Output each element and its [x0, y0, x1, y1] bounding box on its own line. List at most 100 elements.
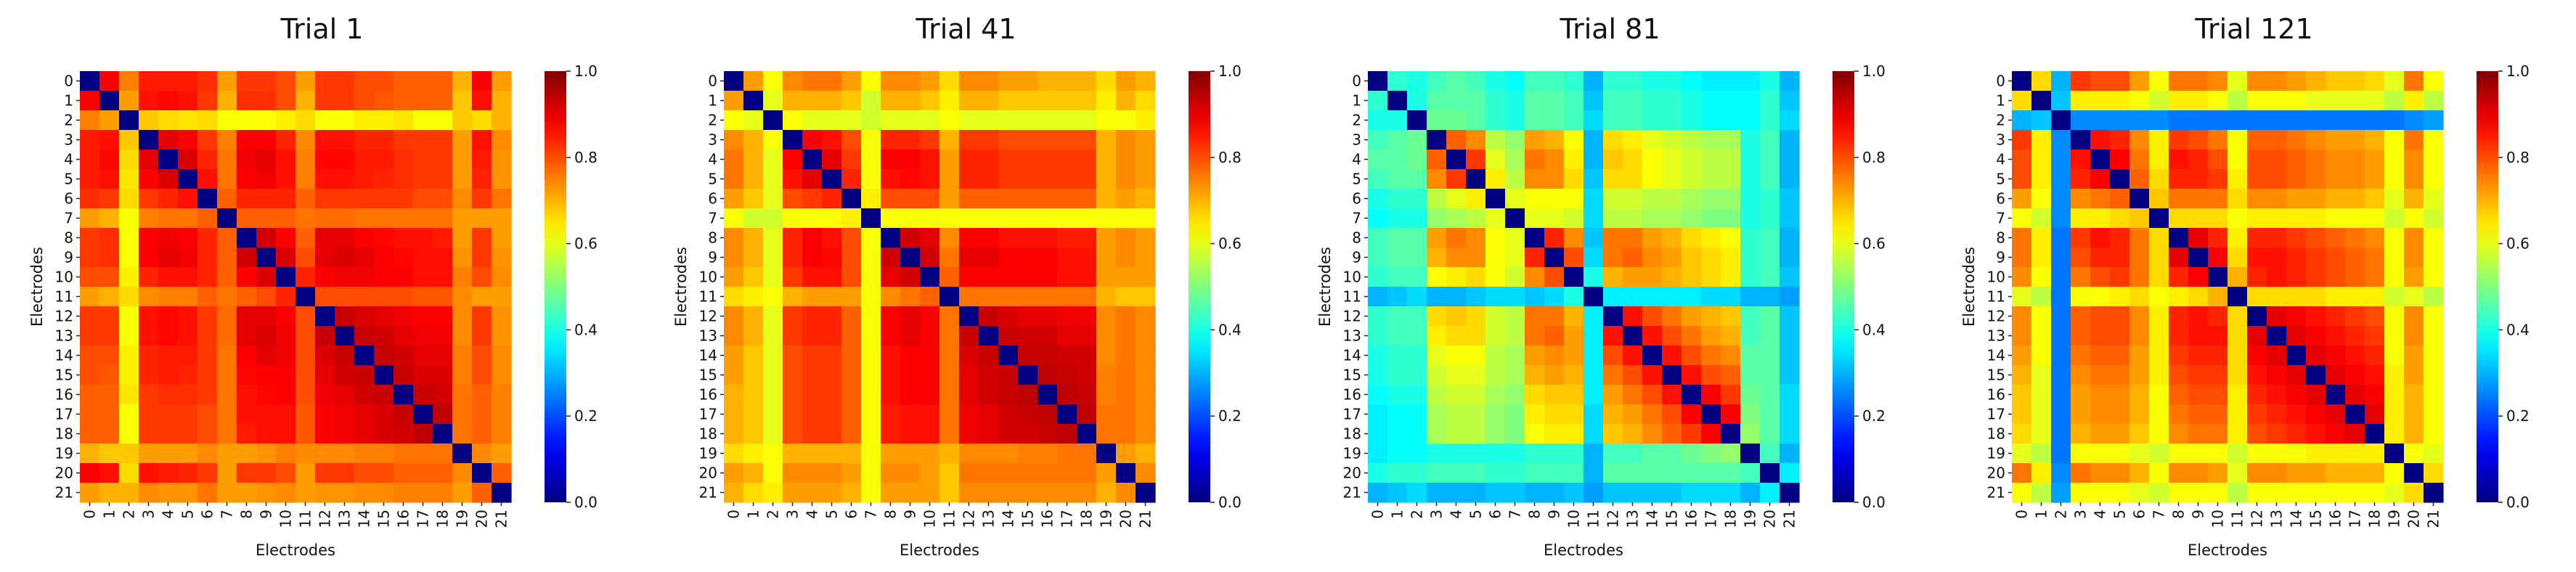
heatmap-cell	[1446, 385, 1467, 405]
heatmap-cell	[1760, 150, 1780, 170]
heatmap-cell	[2326, 287, 2346, 307]
heatmap-cell	[1721, 483, 1741, 503]
heatmap-cell	[2051, 130, 2071, 150]
heatmap-cell	[2169, 248, 2189, 268]
heatmap-cell	[861, 130, 881, 150]
heatmap-cell	[1721, 444, 1741, 464]
heatmap-cell	[1485, 169, 1506, 189]
heatmap-cell	[822, 130, 842, 150]
heatmap-cell	[900, 208, 921, 229]
heatmap-cell	[1466, 91, 1486, 111]
heatmap-cell	[1642, 228, 1663, 248]
heatmap-cell	[1525, 150, 1545, 170]
heatmap-cell	[900, 267, 921, 287]
heatmap-cell	[1623, 169, 1643, 189]
heatmap-cell	[1505, 287, 1525, 307]
heatmap-cell	[2267, 91, 2287, 111]
x-tick-label: 10	[2209, 510, 2227, 528]
heatmap-cell	[1642, 208, 1663, 229]
heatmap-cell	[2208, 91, 2228, 111]
heatmap-cell	[1136, 385, 1156, 405]
heatmap-cell	[237, 228, 257, 248]
x-tick-label: 10	[921, 510, 939, 528]
heatmap-cell	[295, 424, 316, 444]
heatmap-cell	[1096, 110, 1117, 131]
heatmap-cell	[178, 248, 198, 268]
heatmap-cell	[1701, 228, 1721, 248]
heatmap-cell	[2345, 444, 2365, 464]
heatmap-cell	[2384, 444, 2405, 464]
heatmap-cell	[822, 228, 842, 248]
heatmap-cell	[1740, 110, 1761, 131]
heatmap-cell	[452, 326, 473, 346]
heatmap-cell	[1760, 385, 1780, 405]
heatmap-cell	[841, 463, 862, 483]
heatmap-cell	[452, 228, 473, 248]
heatmap-cell	[1077, 130, 1097, 150]
heatmap-cell	[1446, 326, 1467, 346]
y-tick-label: 4	[708, 151, 717, 168]
heatmap-cell	[2129, 110, 2150, 131]
heatmap-cell	[1057, 189, 1077, 209]
heatmap-cell	[2365, 287, 2385, 307]
heatmap-cell	[99, 248, 120, 268]
heatmap-cell	[743, 287, 764, 307]
heatmap-cell	[1662, 346, 1682, 366]
colorbar-tick-label: 0.2	[2506, 407, 2530, 425]
heatmap-cell	[2384, 385, 2405, 405]
heatmap-cell	[139, 71, 159, 91]
heatmap-cell	[2090, 228, 2111, 248]
heatmap-cell	[2365, 444, 2385, 464]
heatmap-cell	[1427, 444, 1447, 464]
heatmap-cell	[1387, 404, 1408, 425]
heatmap-cell	[354, 385, 375, 405]
heatmap-cell	[1505, 463, 1525, 483]
heatmap-cell	[2149, 463, 2169, 483]
heatmap-cell	[1387, 71, 1408, 91]
heatmap-cell	[1116, 463, 1136, 483]
heatmap-cell	[1407, 326, 1427, 346]
heatmap-cell	[2110, 110, 2130, 131]
heatmap-cell	[1544, 346, 1565, 366]
heatmap-cell	[1701, 424, 1721, 444]
heatmap-cell	[99, 424, 120, 444]
heatmap-cell	[1780, 71, 1800, 91]
heatmap-cell	[841, 208, 862, 229]
heatmap-cell	[256, 189, 277, 209]
heatmap-cell	[920, 483, 940, 503]
y-tick-label: 1	[1352, 92, 1361, 110]
heatmap-cell	[1485, 385, 1506, 405]
colorbar-tick-label: 1.0	[1218, 62, 1242, 80]
heatmap-cell	[394, 189, 414, 209]
heatmap-cell	[2424, 228, 2444, 248]
heatmap-cell	[1368, 306, 1388, 327]
heatmap-cell	[197, 444, 218, 464]
heatmap-cell	[959, 346, 979, 366]
heatmap-cell	[724, 228, 744, 248]
heatmap-cell	[724, 463, 744, 483]
heatmap-cell	[998, 463, 1019, 483]
x-tick-label: 19	[1742, 510, 1759, 528]
x-tick-label: 11	[2229, 510, 2246, 528]
y-tick-label: 15	[1987, 367, 2005, 384]
heatmap-cell	[1057, 287, 1077, 307]
heatmap-cell	[1407, 404, 1427, 425]
heatmap-cell	[1544, 444, 1565, 464]
heatmap-cell	[1701, 189, 1721, 209]
heatmap-cell	[743, 267, 764, 287]
heatmap-cell	[1485, 326, 1506, 346]
heatmap-cell	[2365, 71, 2385, 91]
heatmap-cell	[2012, 346, 2032, 366]
heatmap-cell	[2090, 444, 2111, 464]
heatmap-cell	[178, 287, 198, 307]
heatmap-cell	[452, 169, 473, 189]
heatmap-cell	[1740, 208, 1761, 229]
heatmap-cell	[139, 463, 159, 483]
heatmap-cell	[354, 365, 375, 385]
heatmap-cell	[2365, 169, 2385, 189]
heatmap-cell	[1780, 483, 1800, 503]
heatmap-cell	[1387, 444, 1408, 464]
heatmap-cell	[783, 463, 803, 483]
heatmap-cell	[1740, 306, 1761, 327]
heatmap-cell	[1525, 404, 1545, 425]
